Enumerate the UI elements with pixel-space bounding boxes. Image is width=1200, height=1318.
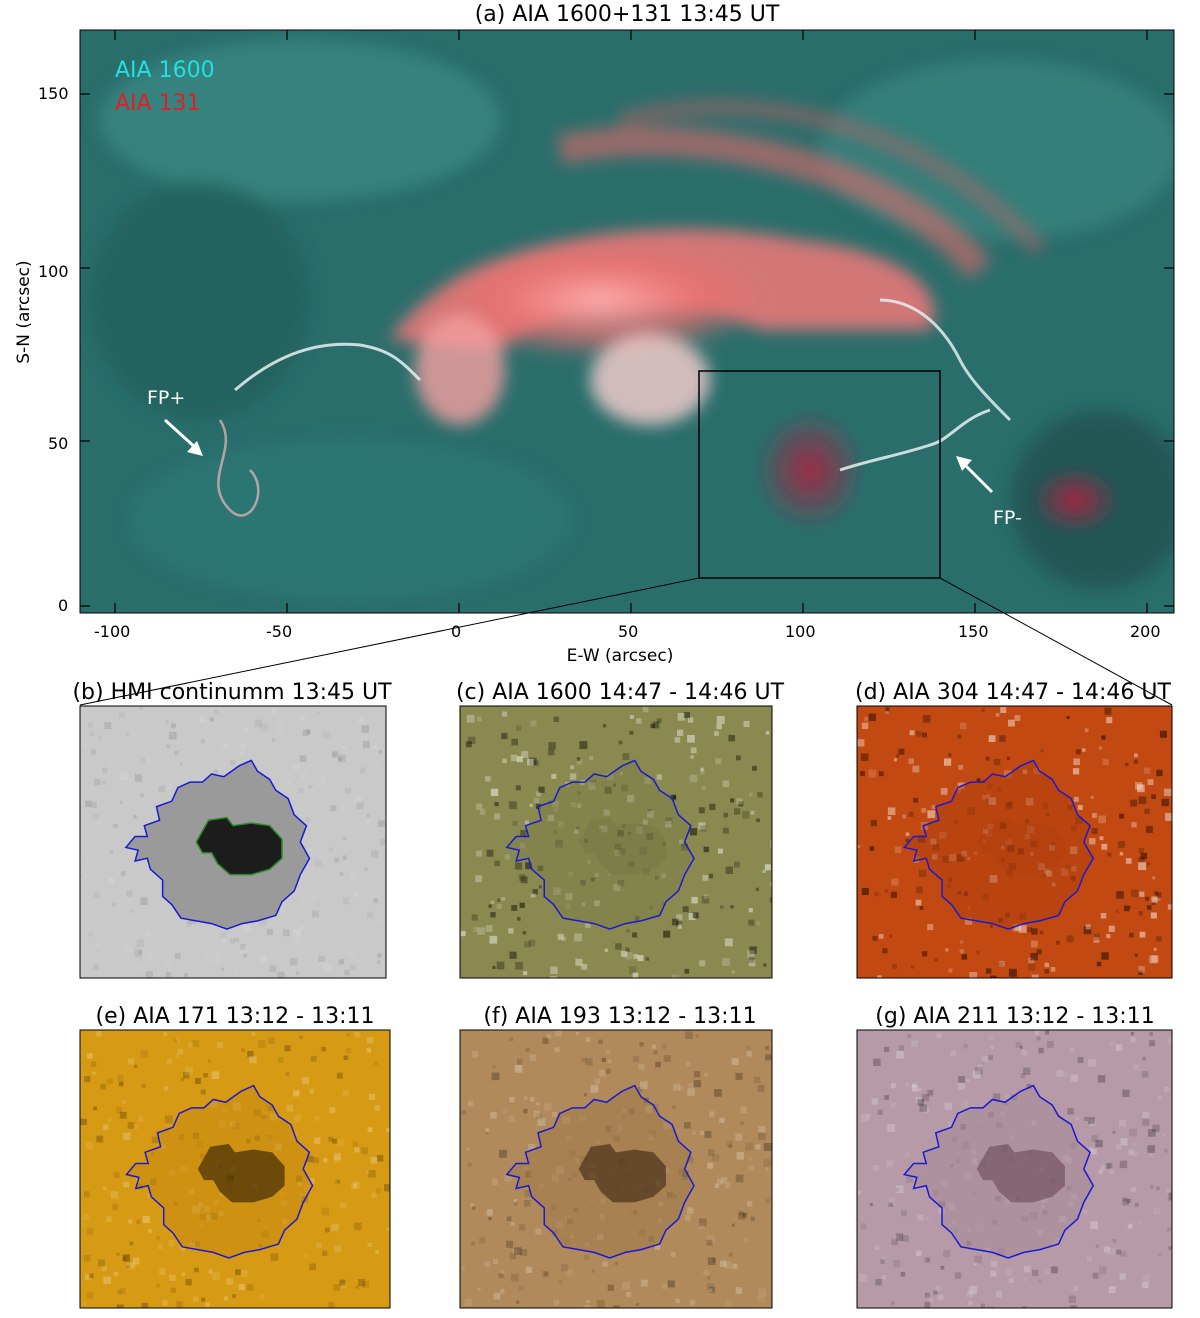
- penumbra-contour: [126, 760, 310, 929]
- panel-e-frame: [79, 1029, 391, 1309]
- legend-aia-131: AIA 131: [115, 91, 201, 116]
- panel-d-frame: [856, 705, 1173, 979]
- x-tick-label: 100: [785, 622, 816, 641]
- fp-plus-arrowhead: [187, 441, 203, 456]
- annotation-fp-minus: FP-: [993, 507, 1022, 529]
- panel-d-image: [856, 705, 1173, 979]
- panel-c-frame: [459, 705, 773, 979]
- panel-a-image: AIA 1600 AIA 131 FP+ FP-: [80, 30, 1174, 613]
- x-tick-label: 0: [451, 622, 462, 641]
- x-tick-label: 150: [958, 622, 989, 641]
- zoom-region-box: [698, 370, 941, 579]
- panel-g-image: [856, 1029, 1173, 1309]
- umbra-contour: [196, 818, 282, 875]
- fp-minus-arrow: [960, 460, 994, 494]
- panel-e-image: [79, 1029, 391, 1309]
- y-tick-label: 150: [38, 84, 69, 103]
- penumbra-contour: [904, 1086, 1093, 1258]
- panel-b-frame: [79, 705, 387, 979]
- penumbra-contour: [127, 1086, 313, 1258]
- y-tick-label: 50: [48, 434, 69, 453]
- penumbra-contour: [507, 760, 694, 929]
- panel-a-xlabel: E-W (arcsec): [566, 646, 674, 666]
- x-tick-label: 200: [1130, 622, 1161, 641]
- fp-plus-arrow: [163, 418, 200, 452]
- x-tick-label: -100: [94, 622, 131, 641]
- x-tick-label: -50: [266, 622, 293, 641]
- panel-c-title: (c) AIA 1600 14:47 - 14:46 UT: [455, 680, 785, 705]
- panel-b-image: [79, 705, 387, 979]
- penumbra-contour: [904, 760, 1093, 929]
- panel-f-title: (f) AIA 193 13:12 - 13:11: [483, 1004, 757, 1029]
- panel-g-frame: [856, 1029, 1173, 1309]
- penumbra-contour: [507, 1086, 694, 1258]
- y-tick-label: 100: [38, 262, 69, 281]
- panel-b-title: (b) HMI continumm 13:45 UT: [72, 680, 392, 705]
- panel-a-frame: [79, 29, 1175, 614]
- zoom-connector-left: [79, 577, 700, 706]
- fp-minus-arrowhead: [956, 456, 972, 471]
- x-tick-label: 50: [618, 622, 639, 641]
- y-tick-label: 0: [58, 596, 69, 615]
- panel-e-title: (e) AIA 171 13:12 - 13:11: [95, 1004, 375, 1029]
- panel-a-title: (a) AIA 1600+131 13:45 UT: [474, 2, 780, 27]
- panel-d-title: (d) AIA 304 14:47 - 14:46 UT: [855, 680, 1171, 705]
- zoom-connector-right: [939, 577, 1173, 706]
- legend-aia-1600: AIA 1600: [115, 58, 215, 83]
- panel-c-image: [459, 705, 773, 979]
- panel-f-image: [459, 1029, 773, 1309]
- panel-f-frame: [459, 1029, 773, 1309]
- panel-a-ticks: [80, 30, 1174, 613]
- annotation-fp-plus: FP+: [147, 387, 185, 409]
- panel-g-title: (g) AIA 211 13:12 - 13:11: [875, 1004, 1155, 1029]
